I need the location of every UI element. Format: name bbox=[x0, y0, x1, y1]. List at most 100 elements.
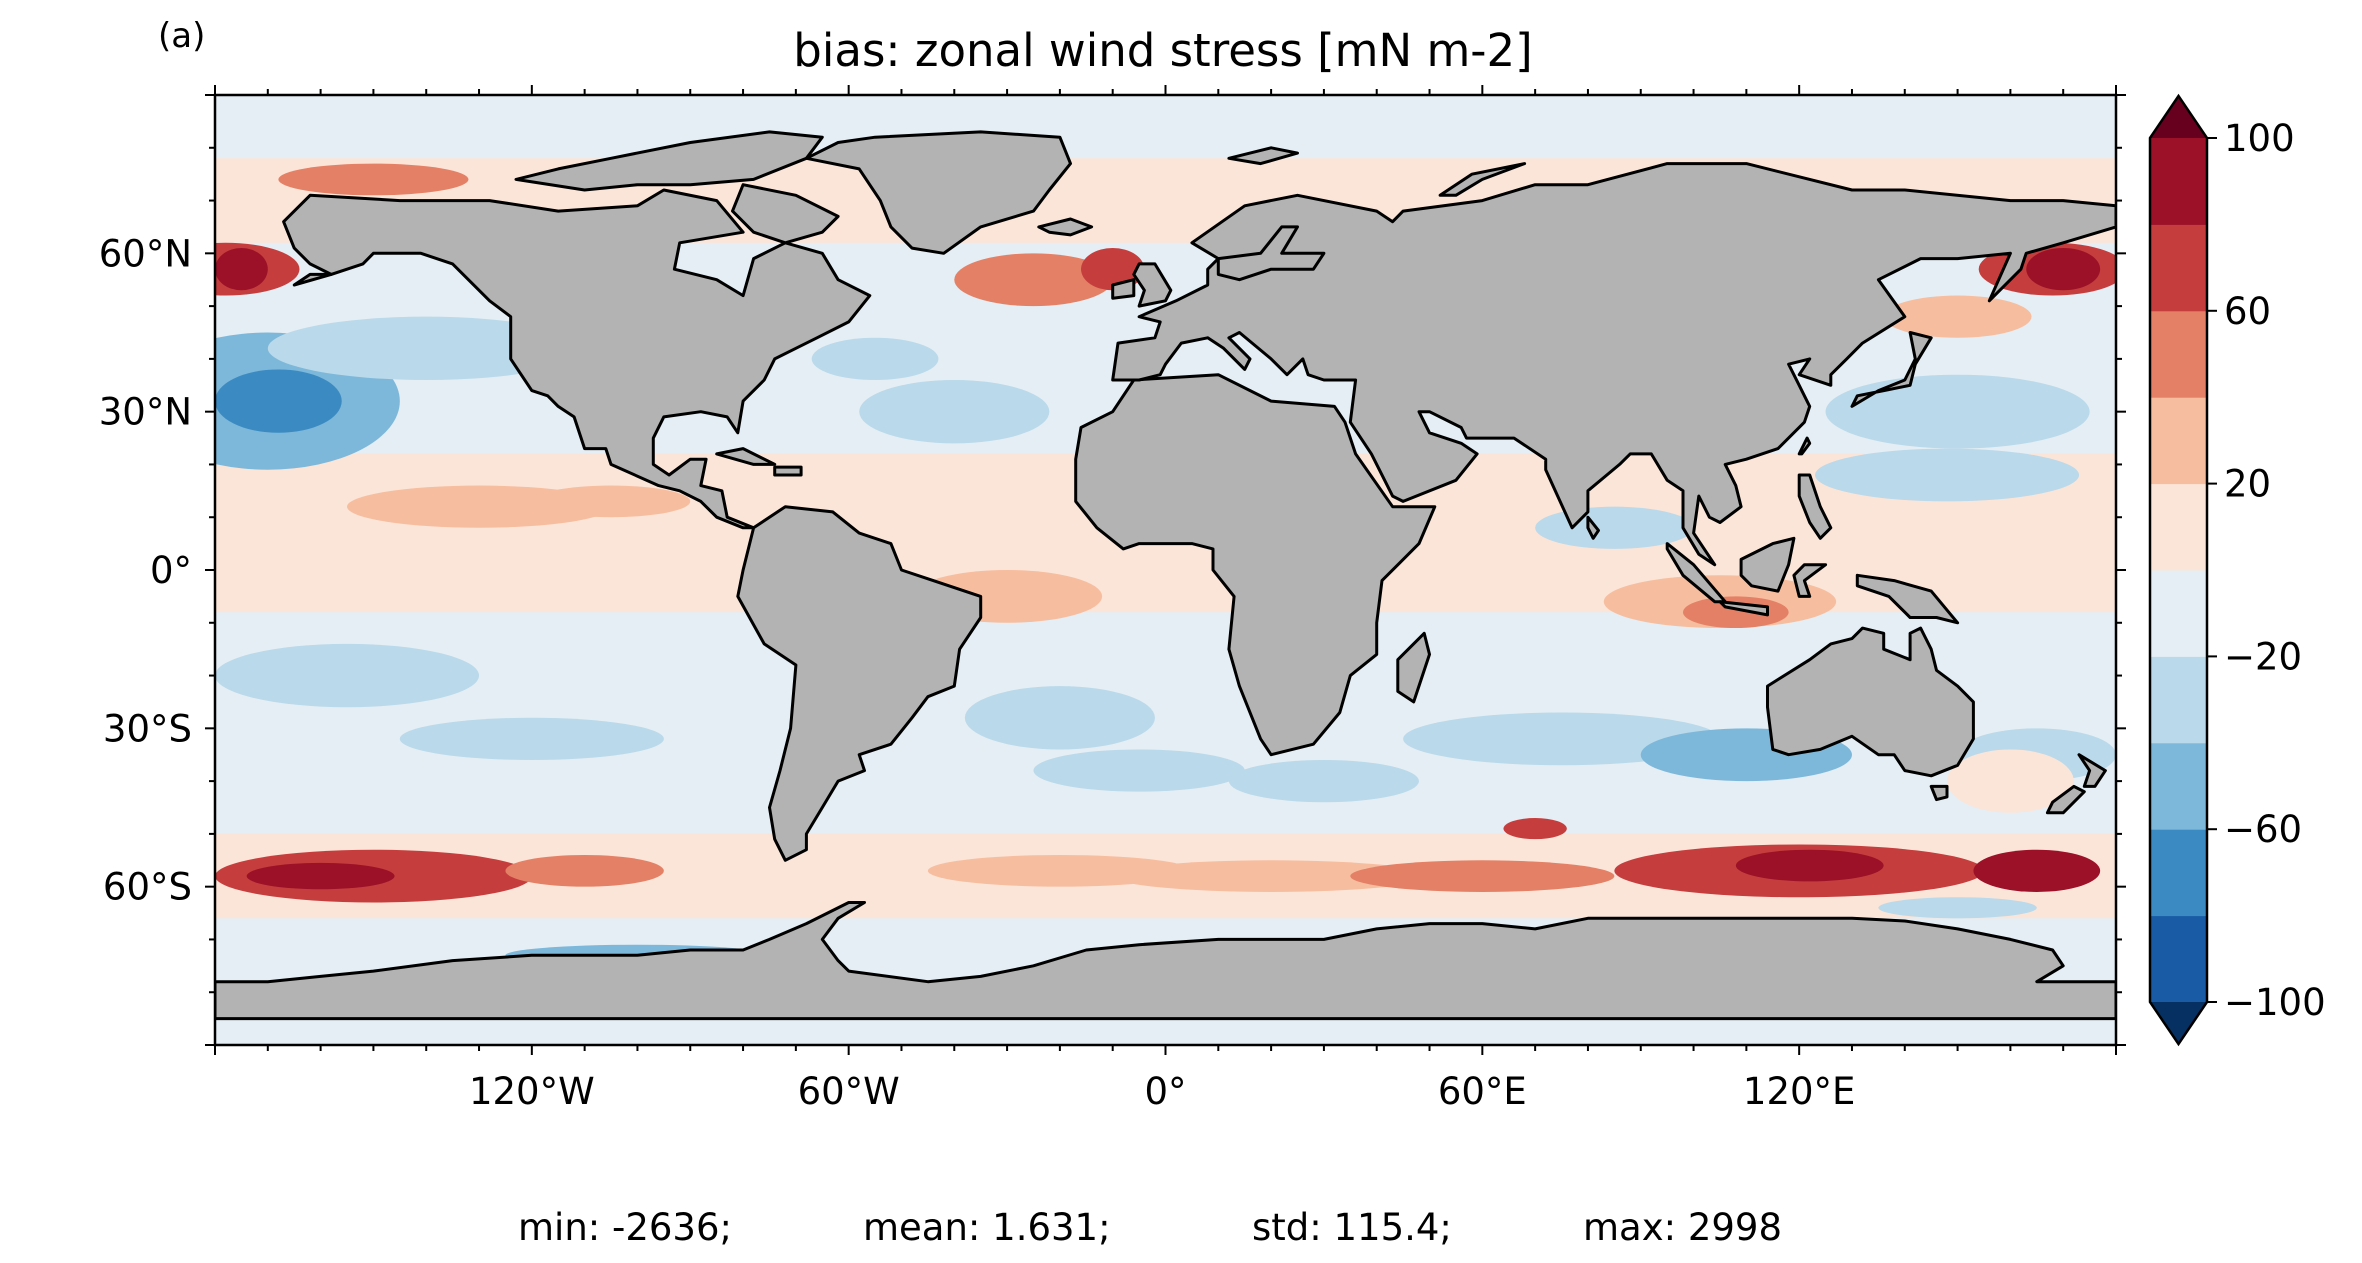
bias-blob bbox=[1735, 849, 1884, 882]
bias-blob bbox=[1825, 374, 2090, 449]
land-new-guinea bbox=[1855, 573, 1960, 625]
land-canadian-arctic-islands bbox=[514, 130, 824, 192]
land-sri-lanka bbox=[1586, 515, 1600, 540]
bias-blob bbox=[1973, 849, 2101, 892]
longitude-labels: 120°W 60°W 0° 60°E 120°E bbox=[469, 1070, 1855, 1113]
statistics-line: min: -2636; mean: 1.631; std: 115.4; max… bbox=[518, 1206, 1782, 1249]
bias-blob bbox=[246, 862, 395, 890]
bias-blob bbox=[531, 485, 691, 518]
colorbar-extend-min bbox=[2150, 1002, 2207, 1044]
lat-tick-label: 30°N bbox=[99, 391, 192, 434]
bias-blob bbox=[1878, 897, 2037, 919]
colorbar-segment bbox=[2150, 915, 2207, 1003]
stat-mean: mean: 1.631; bbox=[863, 1206, 1111, 1249]
land-cuba bbox=[715, 447, 777, 466]
bias-blob bbox=[2026, 248, 2101, 291]
land-new-zealand-north bbox=[2077, 753, 2107, 788]
colorbar-tick-labels: 100 60 20 −20 −60 −100 bbox=[2207, 117, 2326, 1024]
stat-max: max: 2998 bbox=[1583, 1206, 1782, 1249]
lon-tick-label: 60°E bbox=[1438, 1070, 1527, 1113]
colorbar-segment bbox=[2150, 656, 2207, 744]
bias-blob bbox=[1033, 749, 1245, 792]
bias-blob bbox=[811, 337, 939, 380]
bias-blob bbox=[1535, 506, 1694, 549]
colorbar-tick-label: 20 bbox=[2224, 463, 2271, 506]
bias-blob bbox=[1947, 749, 2074, 813]
land-scandinavia-gap bbox=[1216, 225, 1326, 282]
land-south-america bbox=[736, 505, 983, 862]
colorbar-segment bbox=[2150, 138, 2207, 225]
bias-blob bbox=[215, 643, 480, 708]
bias-blob bbox=[1403, 712, 1720, 766]
land-novaya-zemlya bbox=[1438, 162, 1527, 197]
colorbar-segment bbox=[2150, 224, 2207, 312]
map-area bbox=[215, 95, 2116, 1045]
lat-tick-label: 30°S bbox=[103, 707, 192, 750]
bias-blob bbox=[1883, 295, 2032, 338]
bias-blob bbox=[954, 253, 1113, 307]
colorbar-tick-label: 100 bbox=[2224, 117, 2295, 160]
colorbar-tick-label: −100 bbox=[2224, 981, 2326, 1024]
land-tasmania bbox=[1929, 784, 1949, 802]
land-sulawesi bbox=[1792, 563, 1828, 598]
lon-tick-label: 60°W bbox=[798, 1070, 900, 1113]
land-baffin-island bbox=[731, 183, 840, 245]
land-british-isles bbox=[1132, 262, 1173, 308]
land-sumatra bbox=[1665, 542, 1727, 604]
land-ireland bbox=[1111, 278, 1136, 300]
bias-blob bbox=[1682, 596, 1789, 629]
land-masses bbox=[215, 130, 2116, 1021]
bias-blob bbox=[267, 316, 585, 381]
bias-blob bbox=[399, 717, 664, 761]
land-antarctica bbox=[215, 901, 2116, 1021]
bias-blob bbox=[1815, 448, 2080, 502]
colorbar-tick-label: −20 bbox=[2224, 635, 2302, 678]
bias-blob bbox=[505, 855, 664, 887]
colorbar-segment bbox=[2150, 742, 2207, 830]
bias-blob bbox=[1228, 760, 1419, 803]
axis-ticks bbox=[205, 85, 2126, 1055]
lat-tick-label: 60°N bbox=[99, 232, 192, 275]
lon-tick-label: 120°E bbox=[1743, 1070, 1856, 1113]
colorbar-segment bbox=[2150, 310, 2207, 398]
bias-blob bbox=[1112, 860, 1430, 892]
colorbar-segment bbox=[2150, 829, 2207, 917]
colorbar-segment bbox=[2150, 483, 2207, 571]
colorbar-segment bbox=[2150, 570, 2207, 657]
land-java bbox=[1718, 600, 1769, 617]
lon-tick-label: 0° bbox=[1144, 1070, 1186, 1113]
land-north-america bbox=[282, 188, 872, 530]
land-australia bbox=[1766, 626, 1975, 778]
colorbar-tick-label: −60 bbox=[2224, 808, 2302, 851]
stat-min: min: -2636; bbox=[518, 1206, 732, 1249]
lon-tick-label: 120°W bbox=[469, 1070, 595, 1113]
colorbar-tick-label: 60 bbox=[2224, 290, 2271, 333]
bias-blob bbox=[859, 380, 1050, 444]
bias-blob bbox=[964, 686, 1155, 750]
bias-blob bbox=[1350, 860, 1615, 892]
land-japan bbox=[1850, 331, 1933, 408]
land-greenland bbox=[804, 130, 1072, 255]
colorbar bbox=[2148, 93, 2209, 1047]
land-madagascar bbox=[1396, 631, 1431, 704]
colorbar-segment bbox=[2150, 397, 2207, 485]
land-philippines bbox=[1797, 473, 1833, 540]
bias-blob bbox=[215, 248, 268, 291]
map-title: bias: zonal wind stress [mN m-2] bbox=[793, 24, 1532, 77]
land-hispaniola bbox=[773, 465, 803, 477]
land-svalbard bbox=[1227, 146, 1299, 166]
land-africa bbox=[1074, 373, 1437, 757]
land-new-zealand-south bbox=[2045, 784, 2086, 815]
land-eurasia bbox=[1111, 162, 2116, 567]
latitude-labels: 60°N 30°N 0° 30°S 60°S bbox=[99, 232, 192, 908]
land-borneo bbox=[1739, 536, 1796, 593]
land-alaska-peninsula bbox=[292, 272, 333, 287]
colorbar-extend-max bbox=[2150, 96, 2207, 138]
bias-blob bbox=[278, 163, 469, 196]
land-taiwan bbox=[1797, 436, 1812, 456]
bias-blob bbox=[215, 369, 342, 433]
panel-label: (a) bbox=[158, 16, 205, 56]
bias-blob bbox=[1503, 818, 1567, 840]
stat-std: std: 115.4; bbox=[1252, 1206, 1452, 1249]
